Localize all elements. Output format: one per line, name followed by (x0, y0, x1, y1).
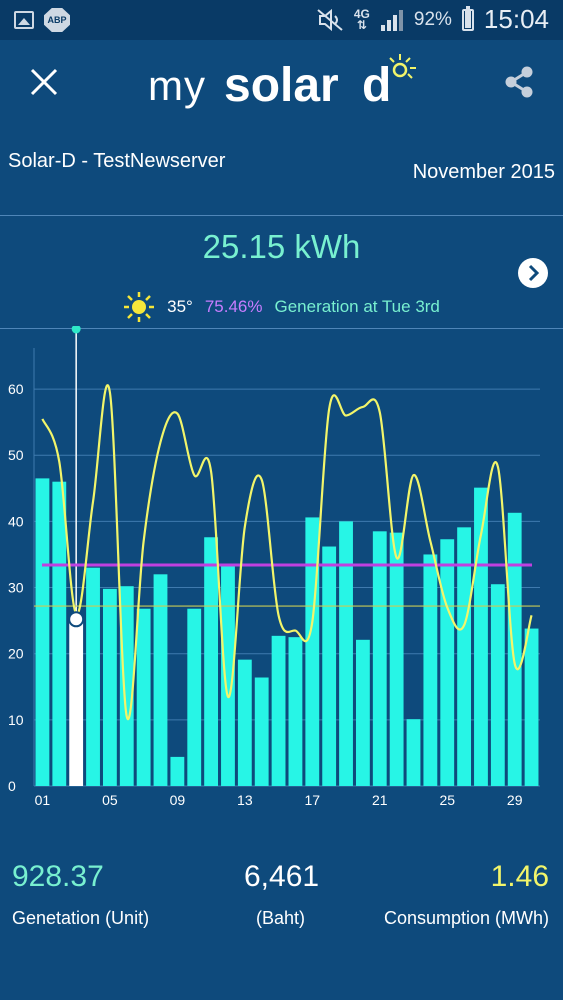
logo-solar: solar (224, 59, 339, 112)
bar-day-13[interactable] (237, 659, 252, 786)
bar-day-18[interactable] (322, 546, 337, 786)
chart-divider (0, 328, 563, 329)
bar-day-15[interactable] (271, 635, 286, 786)
x-tick-label: 17 (305, 792, 321, 808)
bar-day-24[interactable] (423, 554, 438, 786)
temperature: 35° (167, 297, 193, 316)
close-button[interactable] (24, 62, 64, 102)
x-tick-label: 01 (35, 792, 51, 808)
close-icon (30, 68, 58, 96)
next-button[interactable] (518, 258, 548, 288)
network-label: 4G (353, 6, 370, 21)
sun-icon (124, 292, 155, 322)
x-tick-label: 09 (170, 792, 186, 808)
bar-day-30[interactable] (524, 628, 539, 786)
mute-icon (317, 8, 343, 31)
bar-day-14[interactable] (254, 677, 269, 786)
bar-day-6[interactable] (119, 586, 134, 786)
baht-label: (Baht) (256, 908, 306, 928)
app-logo: my solar d (148, 52, 428, 122)
bar-day-21[interactable] (372, 531, 387, 786)
x-tick-label: 25 (439, 792, 455, 808)
clock: 15:04 (483, 4, 549, 34)
y-tick-label: 40 (8, 513, 24, 529)
bar-day-8[interactable] (153, 574, 168, 786)
generation-date: Generation at Tue 3rd (274, 297, 440, 316)
generation-value: 928.37 (12, 860, 104, 893)
battery-percent: 92% (413, 8, 452, 30)
generation-label: Genetation (Unit) (12, 908, 150, 928)
period-label: November 2015 (412, 161, 555, 183)
bar-day-28[interactable] (490, 584, 505, 786)
status-bar: ABP 4G ⇅ 92% 15:04 (0, 0, 563, 40)
site-name: Solar-D - TestNewserver (8, 150, 226, 172)
bar-day-22[interactable] (389, 532, 404, 786)
bar-day-25[interactable] (440, 539, 455, 786)
bar-day-29[interactable] (507, 512, 522, 786)
bar-day-20[interactable] (355, 639, 370, 786)
bar-day-23[interactable] (406, 719, 421, 786)
chevron-right-icon (528, 264, 540, 282)
generation-chart[interactable]: 0 10 20 30 40 50 60 01 05 09 13 17 21 25 29 (0, 326, 563, 826)
y-tick-label: 30 (8, 580, 24, 596)
battery-icon (461, 5, 474, 31)
y-tick-label: 20 (8, 646, 24, 662)
bar-day-2[interactable] (52, 481, 67, 786)
adblock-icon: ABP (44, 8, 70, 32)
logo-my: my (148, 62, 206, 109)
share-icon (505, 66, 533, 98)
series-line (41, 384, 533, 721)
info-row: 35° 75.46% Generation at Tue 3rd (0, 292, 563, 322)
total-energy: 25.15 kWh (202, 228, 361, 265)
x-tick-label: 21 (372, 792, 388, 808)
logo-d: d (362, 59, 392, 112)
x-tick-label: 05 (102, 792, 118, 808)
y-tick-label: 60 (8, 381, 24, 397)
selected-point-marker[interactable] (68, 611, 85, 628)
bar-day-9[interactable] (170, 756, 185, 786)
y-tick-label: 10 (8, 712, 24, 728)
app-bar: my solar d (0, 40, 563, 132)
bar-day-7[interactable] (136, 608, 151, 786)
bar-day-11[interactable] (204, 537, 219, 786)
consumption-value: 1.46 (490, 860, 549, 893)
bar-day-5[interactable] (102, 588, 117, 786)
logo-sun-icon (389, 54, 416, 79)
bar-day-19[interactable] (339, 521, 353, 786)
share-button[interactable] (499, 62, 539, 102)
bar-day-1[interactable] (35, 478, 50, 786)
bar-day-16[interactable] (288, 637, 303, 786)
y-tick-label: 0 (8, 778, 16, 794)
x-tick-label: 29 (507, 792, 523, 808)
selection-handle-icon[interactable] (71, 326, 81, 334)
header-divider (0, 215, 563, 216)
y-tick-label: 50 (8, 447, 24, 463)
consumption-label: Consumption (MWh) (383, 908, 549, 928)
stats-panel: 928.37 Genetation (Unit) 6,461 (Baht) 1.… (0, 860, 563, 950)
generation-percentage: 75.46% (204, 297, 263, 316)
signal-icon (380, 9, 403, 31)
bar-day-12[interactable] (221, 566, 235, 786)
baht-value: 6,461 (244, 860, 320, 893)
image-notification-icon (14, 11, 34, 29)
x-tick-label: 13 (237, 792, 253, 808)
bar-day-26[interactable] (457, 527, 472, 786)
network-type: 4G ⇅ (353, 6, 370, 32)
bar-day-4[interactable] (86, 567, 100, 786)
bar-day-10[interactable] (187, 608, 202, 786)
bar-day-27[interactable] (474, 487, 488, 786)
